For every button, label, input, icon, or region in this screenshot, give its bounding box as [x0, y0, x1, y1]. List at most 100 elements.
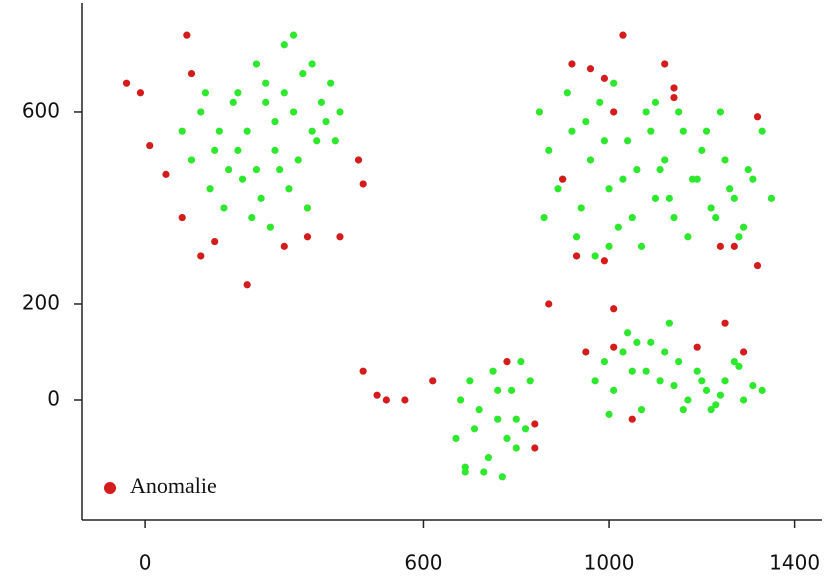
- point: [642, 108, 650, 116]
- point: [187, 69, 196, 78]
- x-tick-label: 1000: [584, 551, 635, 575]
- point: [271, 117, 279, 126]
- point: [225, 165, 233, 174]
- point: [675, 357, 683, 366]
- point: [308, 60, 316, 68]
- point: [610, 386, 618, 394]
- point: [252, 165, 261, 174]
- point: [122, 79, 131, 87]
- point: [628, 213, 636, 222]
- point: [610, 79, 618, 87]
- point: [322, 117, 330, 126]
- point: [670, 213, 678, 222]
- point: [619, 348, 627, 356]
- y-tick-label: 0: [47, 386, 60, 410]
- point: [359, 180, 367, 188]
- point: [675, 108, 683, 116]
- point: [698, 377, 706, 385]
- point: [665, 194, 673, 202]
- point: [577, 204, 585, 212]
- point: [299, 69, 307, 78]
- point: [735, 233, 743, 241]
- point: [206, 185, 214, 193]
- point: [559, 175, 567, 183]
- point: [767, 194, 776, 202]
- point: [526, 377, 534, 385]
- point: [600, 357, 609, 366]
- point: [637, 405, 646, 414]
- point: [605, 242, 613, 250]
- point: [702, 386, 711, 394]
- point: [280, 242, 288, 250]
- point: [187, 156, 196, 164]
- point: [753, 261, 762, 270]
- y-tick-label: 200: [22, 290, 60, 314]
- point: [633, 338, 641, 346]
- point: [201, 89, 210, 97]
- point: [647, 127, 655, 135]
- point: [721, 319, 729, 327]
- point: [758, 127, 766, 135]
- point: [600, 257, 609, 265]
- point: [739, 348, 748, 356]
- point: [716, 391, 724, 399]
- point: [749, 381, 757, 390]
- point: [721, 377, 729, 385]
- point: [730, 194, 738, 202]
- point: [308, 127, 316, 135]
- point: [252, 60, 261, 68]
- point: [610, 305, 618, 313]
- point: [716, 242, 724, 250]
- point: [572, 252, 581, 260]
- point: [531, 444, 539, 452]
- point: [739, 223, 748, 231]
- point: [285, 185, 293, 193]
- point: [624, 137, 632, 145]
- point: [749, 175, 757, 183]
- point: [670, 93, 678, 102]
- point: [359, 367, 367, 375]
- point: [670, 84, 678, 92]
- point: [661, 348, 669, 356]
- point: [712, 213, 720, 222]
- point: [234, 89, 242, 97]
- point: [744, 165, 752, 174]
- point: [238, 175, 247, 183]
- point: [610, 108, 618, 116]
- point: [456, 396, 465, 404]
- point: [136, 89, 145, 97]
- point: [684, 396, 692, 404]
- point: [178, 213, 186, 222]
- point: [373, 391, 381, 399]
- point: [693, 367, 701, 375]
- point: [280, 41, 288, 49]
- point: [545, 146, 553, 154]
- point: [586, 156, 595, 164]
- point: [647, 338, 655, 346]
- point: [698, 146, 706, 154]
- point: [466, 377, 474, 385]
- point: [382, 396, 390, 404]
- x-tick-label: 600: [404, 551, 442, 575]
- point: [243, 127, 251, 135]
- point: [146, 141, 154, 150]
- point: [661, 156, 669, 164]
- point: [494, 386, 502, 394]
- point: [512, 444, 520, 452]
- point: [531, 420, 539, 428]
- point: [266, 223, 274, 231]
- point: [494, 415, 502, 423]
- point: [257, 194, 265, 202]
- point: [521, 425, 530, 433]
- point: [656, 377, 664, 385]
- point: [651, 194, 660, 202]
- point: [271, 146, 279, 154]
- point: [484, 453, 493, 462]
- point: [178, 127, 186, 135]
- point: [661, 60, 669, 68]
- point: [475, 405, 483, 414]
- point: [582, 117, 590, 126]
- point: [294, 156, 302, 164]
- point: [331, 137, 339, 145]
- point: [726, 185, 734, 193]
